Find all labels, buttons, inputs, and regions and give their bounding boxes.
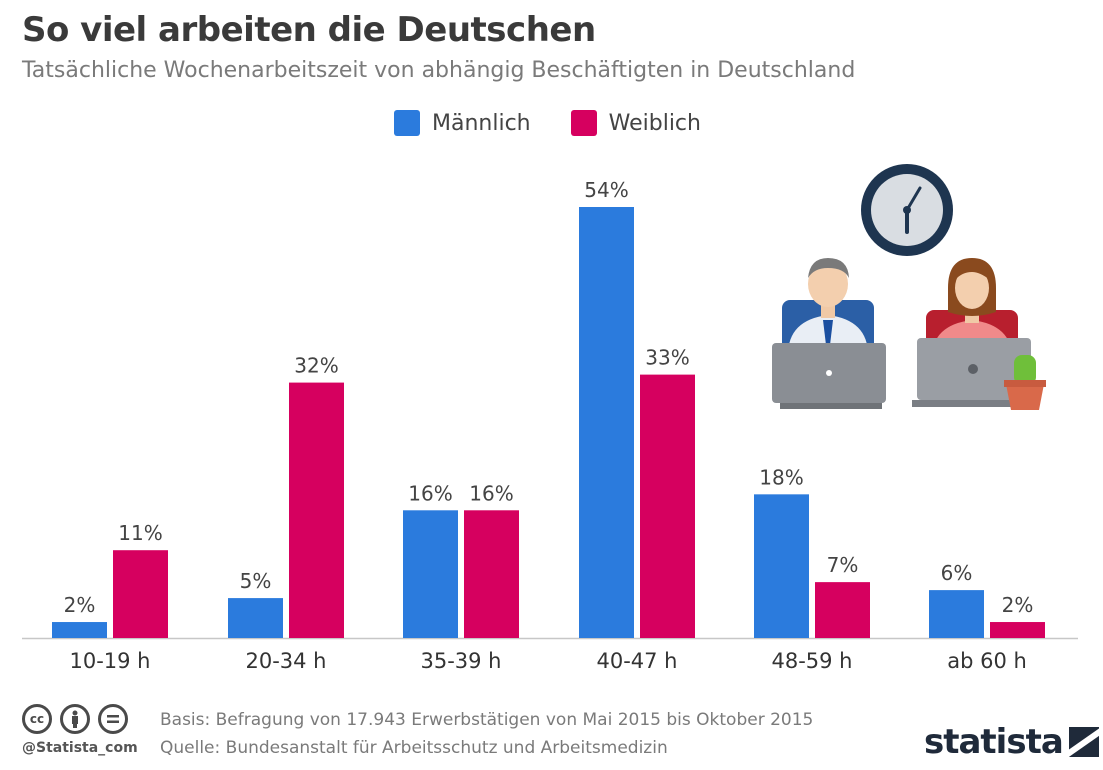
clock-icon <box>861 164 953 256</box>
data-label-male-1: 5% <box>240 569 272 593</box>
bar-male-5 <box>929 590 984 638</box>
woman-icon <box>912 258 1036 407</box>
statista-logo[interactable]: statista <box>924 722 1099 762</box>
bar-female-2 <box>464 510 519 638</box>
brand-mark-icon <box>1068 727 1099 757</box>
legend: Männlich Weiblich <box>394 110 741 136</box>
legend-label-female: Weiblich <box>608 110 701 136</box>
x-tick-label-5: ab 60 h <box>947 649 1027 673</box>
bar-male-0 <box>52 622 107 638</box>
data-label-male-3: 54% <box>584 178 628 202</box>
bar-female-0 <box>113 550 168 638</box>
data-label-female-2: 16% <box>469 481 513 505</box>
data-label-male-2: 16% <box>408 481 452 505</box>
data-label-female-1: 32% <box>294 354 338 378</box>
legend-item-male: Männlich <box>394 110 531 136</box>
legend-swatch-male <box>394 110 420 136</box>
chart-title: So viel arbeiten die Deutschen <box>22 10 596 50</box>
bar-male-2 <box>403 510 458 638</box>
legend-item-female: Weiblich <box>570 110 701 136</box>
x-tick-label-2: 35-39 h <box>420 649 501 673</box>
x-tick-label-4: 48-59 h <box>771 649 852 673</box>
x-tick-label-1: 20-34 h <box>245 649 326 673</box>
nd-icon <box>98 704 128 734</box>
data-label-female-3: 33% <box>645 346 689 370</box>
data-label-female-0: 11% <box>118 521 162 545</box>
data-label-female-5: 2% <box>1002 593 1034 617</box>
footer-basis: Basis: Befragung von 17.943 Erwerbstätig… <box>160 710 814 730</box>
statista-handle[interactable]: @Statista_com <box>22 740 138 756</box>
cc-icon: cc <box>22 704 52 734</box>
bar-chart: 2% 11% 10-19 h 5% 32% 20-34 h 16% 16% 35-39 h 54%… <box>22 178 1078 673</box>
bar-female-5 <box>990 622 1045 638</box>
data-label-male-0: 2% <box>64 593 96 617</box>
by-icon <box>60 704 90 734</box>
chart-subtitle: Tatsächliche Wochenarbeitszeit von abhän… <box>22 58 856 83</box>
bar-female-3 <box>640 374 695 638</box>
data-label-female-4: 7% <box>827 553 859 577</box>
man-icon <box>772 258 886 409</box>
bar-male-3 <box>579 207 634 638</box>
legend-label-male: Männlich <box>432 110 531 136</box>
brand-text: statista <box>924 722 1064 762</box>
license-icons: cc <box>22 704 128 734</box>
data-label-male-4: 18% <box>759 465 803 489</box>
cactus-icon <box>1004 355 1046 410</box>
bar-female-4 <box>815 582 870 638</box>
footer-source: Quelle: Bundesanstalt für Arbeitsschutz … <box>160 738 668 758</box>
data-label-male-5: 6% <box>941 561 973 585</box>
x-tick-label-3: 40-47 h <box>596 649 677 673</box>
bar-female-1 <box>289 382 344 638</box>
legend-swatch-female <box>570 110 597 136</box>
bar-male-1 <box>228 598 283 638</box>
office-illustration <box>772 164 1046 410</box>
bar-male-4 <box>754 494 809 638</box>
x-tick-label-0: 10-19 h <box>69 649 150 673</box>
